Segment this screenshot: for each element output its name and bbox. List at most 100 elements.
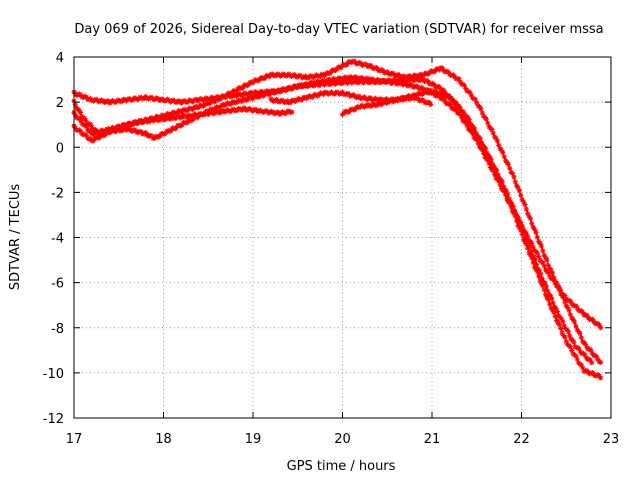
data-point — [151, 97, 157, 103]
data-point — [101, 128, 107, 135]
data-point — [461, 82, 467, 89]
data-point — [299, 75, 306, 81]
data-point — [571, 339, 577, 345]
data-point — [519, 197, 525, 203]
data-point — [559, 330, 565, 336]
data-point — [527, 216, 534, 222]
data-point — [598, 325, 604, 331]
data-point — [410, 78, 417, 84]
data-point — [487, 160, 494, 166]
data-point — [77, 109, 83, 116]
data-point — [525, 240, 531, 246]
data-point — [538, 243, 545, 249]
data-point — [534, 234, 540, 240]
data-point — [470, 124, 476, 130]
data-point — [98, 97, 105, 103]
data-point — [490, 130, 496, 136]
data-point — [464, 123, 470, 129]
data-point — [515, 222, 521, 229]
data-point — [464, 88, 470, 94]
data-point — [74, 115, 80, 121]
data-point — [485, 120, 491, 126]
data-point — [541, 252, 547, 258]
data-point — [441, 96, 447, 102]
data-point — [598, 375, 604, 381]
data-point — [545, 297, 551, 303]
data-point — [472, 126, 478, 132]
data-point — [431, 81, 437, 88]
data-point — [240, 107, 246, 113]
data-point — [375, 100, 381, 106]
data-point — [547, 293, 554, 299]
data-point — [268, 71, 274, 78]
data-point — [149, 133, 155, 139]
data-point — [405, 83, 411, 89]
data-point — [349, 92, 355, 98]
y-tick-label: -8 — [51, 322, 64, 337]
data-point — [529, 240, 535, 246]
data-point — [289, 109, 295, 115]
data-point — [178, 115, 184, 121]
data-point — [531, 226, 538, 232]
data-point — [468, 92, 474, 98]
data-point — [512, 208, 518, 214]
data-point — [519, 231, 525, 238]
data-point — [72, 101, 78, 107]
data-point — [589, 360, 595, 366]
data-point — [511, 174, 517, 180]
data-point — [452, 74, 458, 80]
data-point — [544, 257, 550, 263]
data-point — [530, 244, 536, 250]
data-point — [536, 273, 542, 279]
data-point — [505, 191, 511, 197]
data-point — [459, 115, 465, 121]
data-point — [503, 188, 509, 194]
data-point — [545, 288, 551, 294]
data-point — [236, 85, 242, 91]
data-point — [377, 80, 383, 86]
data-point — [191, 111, 198, 117]
data-point — [565, 329, 571, 335]
y-tick-labels: -12 -10 -8 -6 -4 -2 0 2 4 — [43, 51, 64, 427]
data-point — [542, 280, 548, 286]
data-point — [574, 356, 580, 362]
data-point — [79, 131, 85, 137]
data-point — [520, 199, 527, 205]
data-point — [556, 287, 562, 293]
data-point — [258, 88, 264, 94]
data-point — [365, 75, 371, 82]
data-point — [514, 213, 520, 220]
data-point — [473, 130, 479, 136]
data-point — [213, 98, 219, 104]
data-point — [488, 157, 494, 163]
series-satellite-5 — [268, 87, 595, 366]
data-point — [179, 122, 185, 128]
data-point — [489, 127, 495, 133]
data-point — [551, 309, 557, 315]
y-axis-label: SDTVAR / TECUs — [8, 184, 23, 291]
data-point — [532, 257, 538, 263]
data-point — [282, 100, 288, 106]
data-point — [555, 282, 561, 288]
x-tick-label: 18 — [155, 432, 172, 447]
data-point — [187, 105, 193, 111]
data-point — [400, 97, 406, 103]
data-point — [595, 356, 601, 362]
data-point — [229, 90, 235, 96]
data-point — [385, 77, 391, 84]
data-point — [467, 120, 474, 127]
data-point — [542, 255, 549, 261]
data-point — [499, 179, 505, 185]
data-point — [567, 333, 573, 339]
data-point — [542, 292, 549, 298]
data-point — [263, 90, 269, 96]
data-point — [76, 115, 83, 122]
series-satellite-6 — [339, 94, 434, 118]
data-point — [72, 112, 78, 118]
data-point — [596, 322, 602, 328]
data-point — [530, 260, 536, 266]
data-point — [580, 365, 586, 371]
data-point — [556, 321, 562, 328]
data-point — [463, 120, 469, 126]
data-point — [511, 211, 517, 217]
